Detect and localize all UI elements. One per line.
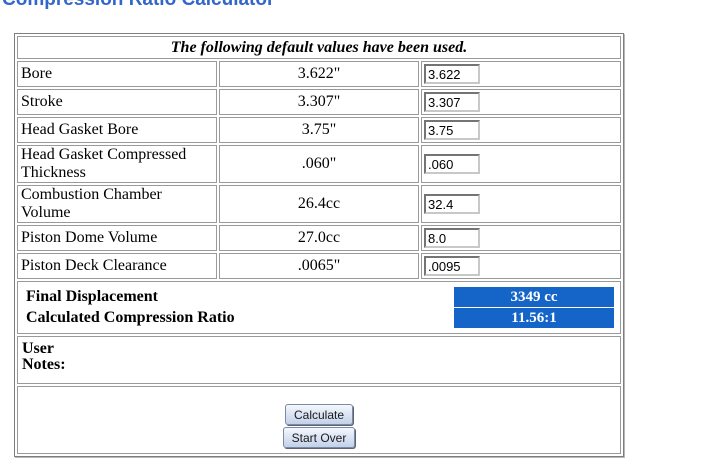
page-title-wrap: Compression Ratio Calculator <box>2 0 719 13</box>
defaults-table: The following default values have been u… <box>15 34 623 281</box>
compression-ratio-label: Calculated Compression Ratio <box>26 309 235 326</box>
row-label-piston-dome-volume: Piston Dome Volume <box>17 225 217 251</box>
user-notes-label-line1: User <box>22 340 54 357</box>
default-value-head-gasket-bore: 3.75" <box>219 117 419 143</box>
input-cell <box>421 89 621 115</box>
calculate-button[interactable]: Calculate <box>284 404 354 425</box>
piston-dome-volume-input[interactable] <box>424 228 480 248</box>
table-row: Combustion Chamber Volume 26.4cc <box>17 185 621 223</box>
buttons-section: Calculate Start Over <box>17 386 621 454</box>
table-caption: The following default values have been u… <box>17 36 621 59</box>
default-value-head-gasket-thickness: .060" <box>219 145 419 183</box>
compression-calculator-table: The following default values have been u… <box>14 33 624 457</box>
table-row: Head Gasket Bore 3.75" <box>17 117 621 143</box>
input-cell <box>421 185 621 223</box>
input-cell <box>421 225 621 251</box>
bore-input[interactable] <box>424 64 480 84</box>
results-section: Final Displacement 3349 cc Calculated Co… <box>17 281 621 334</box>
row-label-head-gasket-thickness: Head Gasket Compressed Thickness <box>17 145 217 183</box>
piston-deck-clearance-input[interactable] <box>424 256 480 276</box>
row-label-stroke: Stroke <box>17 89 217 115</box>
stroke-input[interactable] <box>424 92 480 112</box>
table-row: Head Gasket Compressed Thickness .060" <box>17 145 621 183</box>
head-gasket-thickness-input[interactable] <box>424 154 480 174</box>
default-value-bore: 3.622" <box>219 61 419 87</box>
table-row: Piston Dome Volume 27.0cc <box>17 225 621 251</box>
head-gasket-bore-input[interactable] <box>424 120 480 140</box>
user-notes-label-line2: Notes: <box>22 356 66 373</box>
start-over-button[interactable]: Start Over <box>282 427 356 448</box>
row-label-piston-deck-clearance: Piston Deck Clearance <box>17 253 217 279</box>
default-value-piston-deck-clearance: .0065" <box>219 253 419 279</box>
input-cell <box>421 145 621 183</box>
combustion-chamber-volume-input[interactable] <box>424 194 480 214</box>
row-label-bore: Bore <box>17 61 217 87</box>
row-label-combustion-chamber-volume: Combustion Chamber Volume <box>17 185 217 223</box>
input-cell <box>421 253 621 279</box>
final-displacement-label: Final Displacement <box>26 288 158 305</box>
user-notes-section: User Notes: <box>17 336 621 384</box>
row-label-head-gasket-bore: Head Gasket Bore <box>17 117 217 143</box>
compression-ratio-row: Calculated Compression Ratio 11.56:1 <box>22 308 614 328</box>
caption-row: The following default values have been u… <box>17 36 621 59</box>
table-row: Piston Deck Clearance .0065" <box>17 253 621 279</box>
input-cell <box>421 117 621 143</box>
compression-ratio-value: 11.56:1 <box>454 308 614 328</box>
final-displacement-row: Final Displacement 3349 cc <box>22 287 614 307</box>
page-title: Compression Ratio Calculator <box>2 0 274 11</box>
default-value-piston-dome-volume: 27.0cc <box>219 225 419 251</box>
default-value-stroke: 3.307" <box>219 89 419 115</box>
input-cell <box>421 61 621 87</box>
default-value-combustion-chamber-volume: 26.4cc <box>219 185 419 223</box>
table-row: Bore 3.622" <box>17 61 621 87</box>
final-displacement-value: 3349 cc <box>454 287 614 307</box>
table-row: Stroke 3.307" <box>17 89 621 115</box>
